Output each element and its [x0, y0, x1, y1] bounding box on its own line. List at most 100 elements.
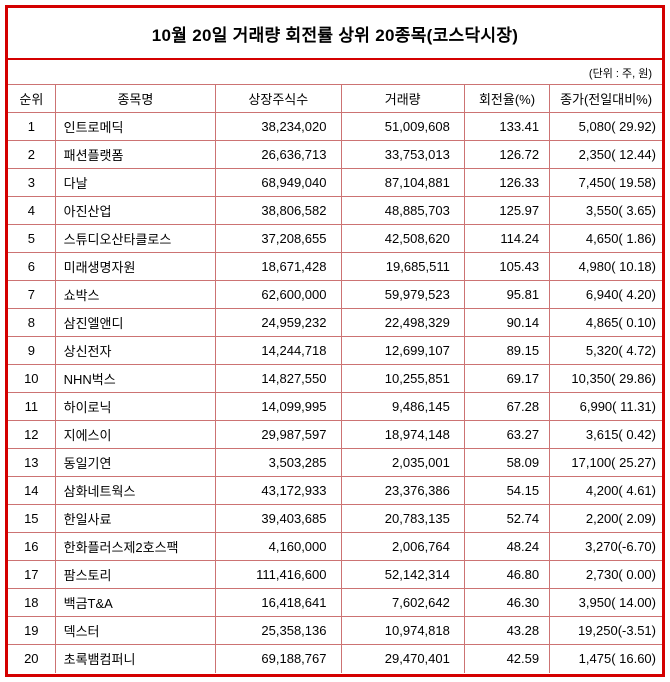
- stock-turnover-table: 순위 종목명 상장주식수 거래량 회전율(%) 종가(전일대비%) 1 인트로메딕 38,23…: [8, 84, 662, 673]
- table-cell: 7: [8, 280, 56, 309]
- table-cell: 59,979,523: [340, 280, 465, 309]
- table-row: 3 다날 68,949,040 87,104,881 126.33 7,450( 19.5…: [8, 168, 662, 197]
- table-cell: 133.41: [463, 112, 551, 141]
- table-cell: 125.97: [463, 196, 551, 225]
- table-cell: 2,035,001: [340, 448, 465, 477]
- table-cell: 13: [8, 448, 56, 477]
- table-row: 14 삼화네트웍스 43,172,933 23,376,386 54.15 4,200( …: [8, 476, 662, 505]
- table-body: 1 인트로메딕 38,234,020 51,009,608 133.41 5,080( 2…: [8, 112, 662, 673]
- table-cell: 아진산업: [54, 196, 217, 225]
- table-cell: 63.27: [463, 420, 551, 449]
- column-header: 종가(전일대비%): [549, 84, 662, 113]
- table-cell: 43.28: [463, 616, 551, 645]
- table-cell: 22,498,329: [340, 308, 465, 337]
- table-cell: 11: [8, 392, 56, 421]
- table-cell: 한화플러스제2호스팩: [54, 532, 217, 561]
- table-cell: 9,486,145: [340, 392, 465, 421]
- table-row: 5 스튜디오산타클로스 37,208,655 42,508,620 114.24 4,65…: [8, 224, 662, 253]
- table-cell: 상신전자: [54, 336, 217, 365]
- table-cell: 42,508,620: [340, 224, 465, 253]
- table-header-row: 순위 종목명 상장주식수 거래량 회전율(%) 종가(전일대비%): [8, 84, 662, 113]
- table-cell: 초록뱀컴퍼니: [54, 644, 217, 673]
- table-cell: 3,950( 14.00): [549, 588, 662, 617]
- table-cell: 3,550( 3.65): [549, 196, 662, 225]
- table-cell: 3: [8, 168, 56, 197]
- table-cell: 다날: [54, 168, 217, 197]
- table-cell: 5: [8, 224, 56, 253]
- table-cell: 16: [8, 532, 56, 561]
- table-cell: 46.80: [463, 560, 551, 589]
- table-cell: 38,806,582: [215, 196, 342, 225]
- column-header: 순위: [8, 84, 56, 113]
- report-panel: 10월 20일 거래량 회전률 상위 20종목(코스닥시장) (단위 : 주, …: [5, 5, 665, 677]
- table-cell: 미래생명자원: [54, 252, 217, 281]
- table-cell: 14,099,995: [215, 392, 342, 421]
- table-cell: 111,416,600: [215, 560, 342, 589]
- table-cell: 14,827,550: [215, 364, 342, 393]
- table-cell: 2,006,764: [340, 532, 465, 561]
- table-cell: 18,974,148: [340, 420, 465, 449]
- table-cell: 14: [8, 476, 56, 505]
- table-cell: 17: [8, 560, 56, 589]
- table-cell: 19,685,511: [340, 252, 465, 281]
- table-cell: 23,376,386: [340, 476, 465, 505]
- table-cell: 46.30: [463, 588, 551, 617]
- table-cell: 10: [8, 364, 56, 393]
- table-cell: 20,783,135: [340, 504, 465, 533]
- table-cell: 덱스터: [54, 616, 217, 645]
- table-row: 17 팜스토리 111,416,600 52,142,314 46.80 2,730( 0…: [8, 560, 662, 589]
- table-cell: 67.28: [463, 392, 551, 421]
- table-row: 15 한일사료 39,403,685 20,783,135 52.74 2,200( 2.…: [8, 504, 662, 533]
- table-cell: 52,142,314: [340, 560, 465, 589]
- table-cell: 3,615( 0.42): [549, 420, 662, 449]
- table-cell: 43,172,933: [215, 476, 342, 505]
- table-cell: 7,450( 19.58): [549, 168, 662, 197]
- table-cell: 58.09: [463, 448, 551, 477]
- column-header: 거래량: [340, 84, 465, 113]
- table-cell: 52.74: [463, 504, 551, 533]
- table-cell: 지에스이: [54, 420, 217, 449]
- table-cell: 18: [8, 588, 56, 617]
- table-cell: 삼화네트웍스: [54, 476, 217, 505]
- table-cell: 패션플랫폼: [54, 140, 217, 169]
- table-cell: 89.15: [463, 336, 551, 365]
- table-cell: 5,080( 29.92): [549, 112, 662, 141]
- table-cell: 6: [8, 252, 56, 281]
- table-cell: 2: [8, 140, 56, 169]
- table-cell: 19: [8, 616, 56, 645]
- table-row: 9 상신전자 14,244,718 12,699,107 89.15 5,320( 4.7…: [8, 336, 662, 365]
- table-cell: 4: [8, 196, 56, 225]
- table-cell: 백금T&A: [54, 588, 217, 617]
- table-cell: 42.59: [463, 644, 551, 673]
- table-row: 12 지에스이 29,987,597 18,974,148 63.27 3,615( 0.…: [8, 420, 662, 449]
- table-cell: NHN벅스: [54, 364, 217, 393]
- unit-note: (단위 : 주, 원): [588, 68, 652, 80]
- table-cell: 9: [8, 336, 56, 365]
- table-cell: 2,350( 12.44): [549, 140, 662, 169]
- table-row: 6 미래생명자원 18,671,428 19,685,511 105.43 4,980( …: [8, 252, 662, 281]
- table-row: 4 아진산업 38,806,582 48,885,703 125.97 3,550( 3.…: [8, 196, 662, 225]
- table-cell: 12: [8, 420, 56, 449]
- table-row: 10 NHN벅스 14,827,550 10,255,851 69.17 10,350( …: [8, 364, 662, 393]
- table-cell: 26,636,713: [215, 140, 342, 169]
- table-row: 18 백금T&A 16,418,641 7,602,642 46.30 3,950( 14…: [8, 588, 662, 617]
- table-cell: 4,980( 10.18): [549, 252, 662, 281]
- table-cell: 3,270(-6.70): [549, 532, 662, 561]
- table-cell: 6,940( 4.20): [549, 280, 662, 309]
- table-cell: 2,730( 0.00): [549, 560, 662, 589]
- table-cell: 38,234,020: [215, 112, 342, 141]
- table-cell: 4,160,000: [215, 532, 342, 561]
- page-title: 10월 20일 거래량 회전률 상위 20종목(코스닥시장): [8, 8, 662, 60]
- table-cell: 62,600,000: [215, 280, 342, 309]
- table-cell: 15: [8, 504, 56, 533]
- column-header: 종목명: [54, 84, 217, 113]
- table-cell: 5,320( 4.72): [549, 336, 662, 365]
- table-cell: 4,650( 1.86): [549, 224, 662, 253]
- table-cell: 스튜디오산타클로스: [54, 224, 217, 253]
- table-cell: 하이로닉: [54, 392, 217, 421]
- table-cell: 105.43: [463, 252, 551, 281]
- table-row: 11 하이로닉 14,099,995 9,486,145 67.28 6,990( 11.…: [8, 392, 662, 421]
- table-cell: 126.33: [463, 168, 551, 197]
- table-cell: 1: [8, 112, 56, 141]
- table-cell: 12,699,107: [340, 336, 465, 365]
